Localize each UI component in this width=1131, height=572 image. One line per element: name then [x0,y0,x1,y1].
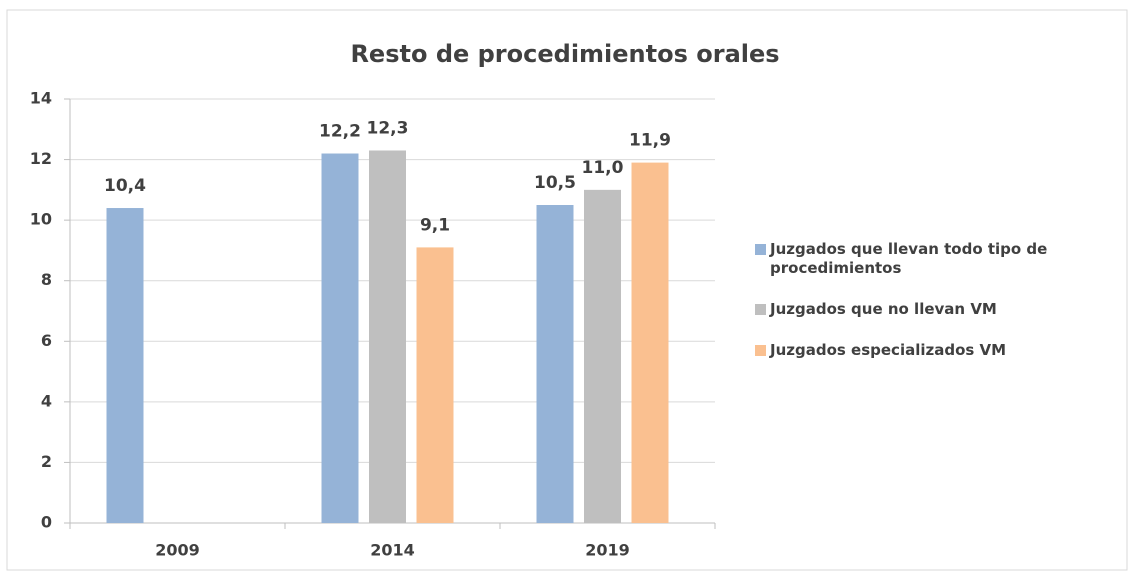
data-label: 11,0 [582,158,624,178]
data-label: 12,3 [367,118,409,138]
y-tick-label: 4 [41,391,52,410]
data-label: 11,9 [629,131,671,151]
legend-item: Juzgados especializados VM [755,341,1100,360]
legend-label: Juzgados especializados VM [770,341,1007,359]
bar [106,208,144,523]
x-tick-label: 2009 [155,541,200,560]
legend-swatch [755,345,766,356]
legend-item: Juzgados que no llevan VM [755,300,1100,319]
legend-label: Juzgados que llevan todo tipo de procedi… [770,240,1048,277]
x-tick-label: 2014 [370,541,415,560]
bar [321,153,359,523]
y-tick-label: 2 [41,452,52,471]
bar [536,205,574,523]
data-label: 12,2 [319,122,361,142]
y-tick-label: 8 [41,270,52,289]
y-tick-label: 0 [41,513,52,532]
data-label: 10,5 [534,173,576,193]
bar [416,247,454,523]
data-label: 9,1 [420,215,450,235]
bar [584,189,621,523]
data-label: 10,4 [104,176,146,196]
legend-item: Juzgados que llevan todo tipo de procedi… [755,240,1100,278]
y-tick-label: 10 [30,210,52,229]
chart-frame [6,9,1128,571]
legend-label: Juzgados que no llevan VM [770,300,997,318]
legend-swatch [755,244,766,255]
legend: Juzgados que llevan todo tipo de procedi… [755,240,1100,382]
y-tick-label: 6 [41,331,52,350]
bar [369,150,406,523]
x-tick-label: 2019 [585,541,630,560]
bar [631,162,669,523]
chart-title: Resto de procedimientos orales [350,40,779,68]
y-tick-label: 14 [30,89,52,108]
legend-swatch [755,304,766,315]
y-tick-label: 12 [30,149,52,168]
